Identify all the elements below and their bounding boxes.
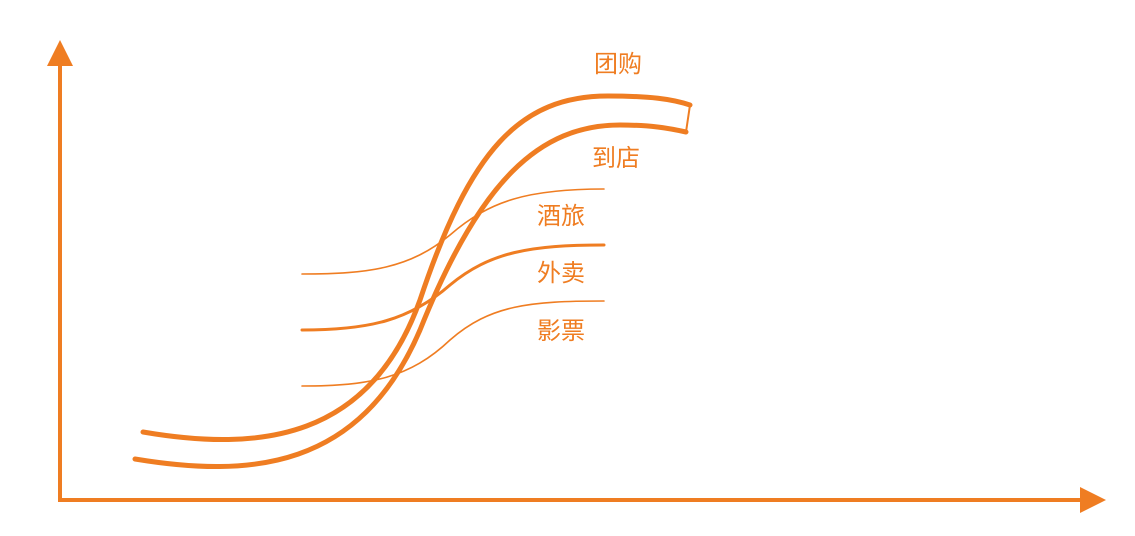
curve-hotel-travel <box>301 188 605 275</box>
major-curves <box>132 93 693 470</box>
label-movie-tickets: 影票 <box>537 317 585 345</box>
curve-movie-tickets <box>301 300 605 387</box>
arrow-up-icon <box>47 40 73 66</box>
curve-labels: 团购 到店 酒旅 外卖 影票 <box>537 50 642 345</box>
minor-curves <box>300 188 606 387</box>
label-hotel-travel: 酒旅 <box>537 202 585 230</box>
label-in-store: 到店 <box>592 144 640 172</box>
axes <box>47 40 1106 513</box>
curve-pair-end-cap <box>685 104 691 133</box>
curve-in-store <box>132 122 689 470</box>
label-group-buying: 团购 <box>594 50 642 78</box>
curve-food-delivery <box>300 243 606 332</box>
label-food-delivery: 外卖 <box>537 259 585 287</box>
curve-group-buying <box>140 93 693 442</box>
arrow-right-icon <box>1080 487 1106 513</box>
